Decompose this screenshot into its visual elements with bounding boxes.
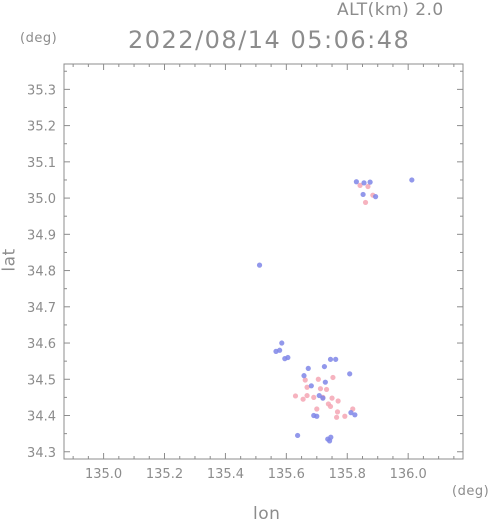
negative-echo-point — [256, 262, 263, 268]
y-tick-label: 34.3 — [27, 446, 56, 461]
x-axis-label: lon — [253, 504, 281, 524]
negative-echo-point — [326, 438, 333, 444]
negative-echo-point — [279, 340, 285, 346]
x-tick-label: 135.0 — [85, 467, 122, 482]
negative-echo-point — [367, 179, 373, 185]
positive-echo-point — [330, 374, 336, 381]
positive-echo-point — [323, 386, 330, 393]
positive-echo-point — [304, 384, 310, 390]
altitude-label: ALT(km) 2.0 — [337, 0, 444, 20]
y-tick-label: 34.6 — [27, 337, 56, 352]
positive-echo-point — [292, 393, 299, 399]
y-tick-label: 34.9 — [27, 228, 56, 243]
negative-echo-point — [361, 180, 367, 186]
negative-echo-point — [301, 373, 307, 379]
y-tick-label: 35.3 — [27, 83, 56, 98]
negative-echo-point — [348, 410, 354, 416]
negative-echo-point — [353, 179, 359, 185]
y-tick-label: 35.1 — [27, 156, 56, 171]
data-points — [256, 177, 415, 444]
x-tick-label: 136.0 — [390, 467, 427, 482]
positive-echo-point — [342, 413, 348, 419]
negative-echo-point — [277, 347, 283, 353]
negative-echo-point — [320, 395, 326, 401]
positive-echo-point — [334, 409, 341, 415]
positive-echo-point — [362, 199, 369, 206]
positive-echo-point — [304, 392, 310, 399]
x-tick-label: 135.2 — [146, 467, 183, 482]
negative-echo-point — [372, 194, 379, 200]
positive-echo-point — [357, 182, 363, 188]
positive-echo-point — [365, 183, 371, 190]
positive-echo-point — [333, 414, 340, 420]
x-tick-label: 135.4 — [207, 467, 244, 482]
negative-echo-point — [285, 354, 291, 361]
positive-echo-point — [325, 401, 331, 407]
y-tick-label: 34.8 — [27, 265, 56, 280]
positive-echo-point — [329, 395, 335, 401]
positive-echo-point — [314, 406, 320, 412]
y-tick-label: 34.5 — [27, 373, 56, 388]
y-tick-label: 34.4 — [27, 410, 56, 425]
negative-echo-point — [360, 191, 366, 198]
timestamp-title: 2022/08/14 05:06:48 — [128, 26, 411, 54]
positive-echo-point — [300, 396, 306, 402]
negative-echo-point — [352, 412, 358, 418]
y-tick-label: 35.2 — [27, 120, 56, 135]
x-unit-label: (deg) — [452, 484, 490, 499]
negative-echo-point — [333, 356, 339, 362]
y-unit-label: (deg) — [20, 31, 58, 46]
negative-echo-point — [409, 177, 415, 183]
positive-echo-point — [311, 394, 317, 400]
y-tick-label: 35.0 — [27, 192, 56, 207]
positive-echo-point — [335, 398, 341, 404]
positive-echo-point — [317, 386, 324, 392]
plot-frame — [63, 63, 464, 460]
x-tick-label: 135.8 — [329, 467, 366, 482]
negative-echo-point — [327, 356, 334, 362]
positive-echo-point — [315, 376, 321, 382]
negative-echo-point — [308, 383, 314, 389]
negative-echo-point — [314, 413, 320, 419]
negative-echo-point — [347, 371, 353, 377]
y-tick-label: 34.7 — [27, 301, 56, 316]
negative-echo-point — [321, 363, 328, 370]
x-tick-label: 135.6 — [268, 467, 305, 482]
negative-echo-point — [305, 365, 311, 372]
positive-echo-point — [302, 377, 308, 383]
negative-echo-point — [322, 379, 328, 385]
axis-ticks: 135.0 135.2 135.4 135.6 135.8 136.0 34.3 34.4 34… — [27, 64, 463, 482]
negative-echo-point — [295, 432, 301, 439]
negative-echo-point — [316, 392, 322, 399]
